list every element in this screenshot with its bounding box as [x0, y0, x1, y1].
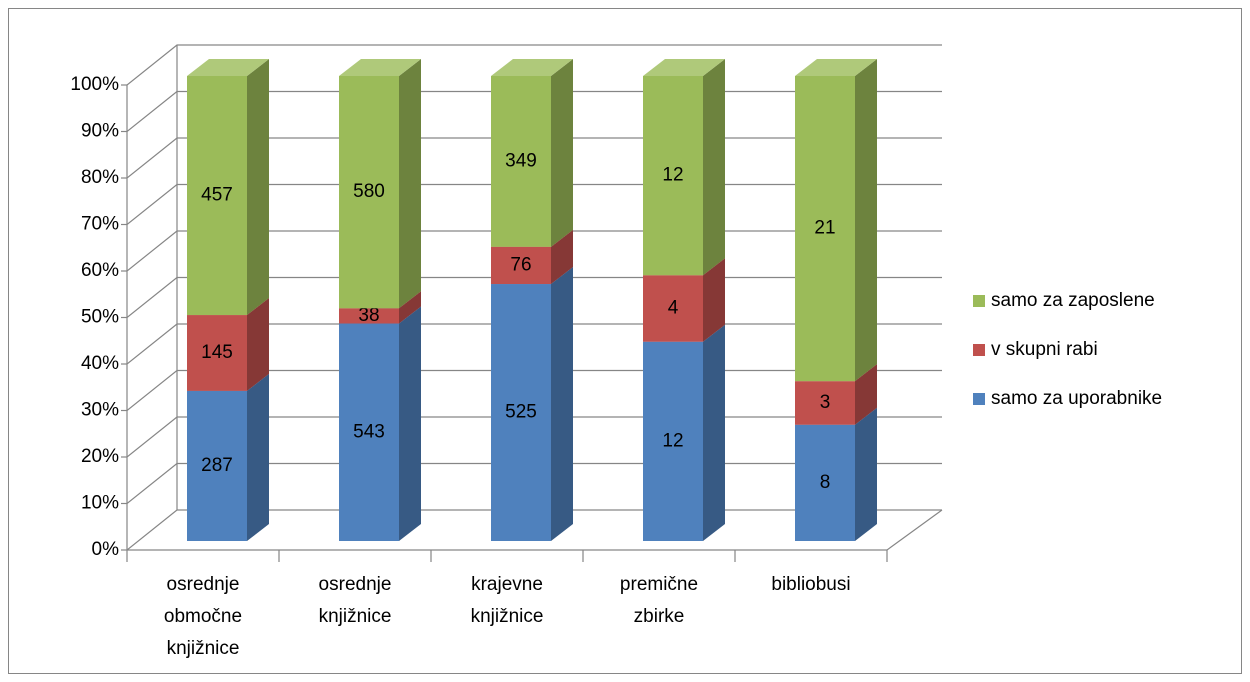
bar-side: [399, 59, 421, 309]
bar-side: [247, 373, 269, 541]
y-tick-label: 40%: [81, 353, 119, 374]
data-label: 349: [505, 150, 537, 171]
x-tick-label-line: osrednje: [319, 574, 392, 595]
y-tick-label: 30%: [81, 400, 119, 421]
bar-side: [551, 267, 573, 541]
y-tick-label: 10%: [81, 493, 119, 514]
bar-side: [855, 407, 877, 541]
bar: [187, 315, 247, 391]
bar-side: [399, 291, 421, 324]
data-label: 457: [201, 185, 233, 206]
data-label: 38: [358, 305, 379, 326]
bar-side: [247, 59, 269, 316]
bar-side: [703, 59, 725, 276]
bar-side: [551, 229, 573, 285]
bar: [339, 323, 399, 541]
bar: [339, 308, 399, 324]
bar-side: [551, 59, 573, 247]
data-label: 525: [505, 402, 537, 423]
x-tick-label: osrednje območne knjižnice: [164, 574, 242, 659]
bar: [795, 381, 855, 425]
data-label: 8: [820, 472, 831, 493]
x-tick-label: bibliobusi: [771, 574, 850, 595]
bar: [187, 76, 247, 316]
bar: [643, 275, 703, 342]
bar-top: [795, 59, 877, 76]
bar: [491, 284, 551, 541]
y-tick-label: 100%: [70, 74, 119, 95]
x-tick-label-line: krajevne: [471, 574, 543, 595]
bar-side: [703, 258, 725, 342]
data-label: 21: [814, 218, 835, 239]
bar: [187, 390, 247, 541]
data-label: 287: [201, 455, 233, 476]
x-tick-label-line: osrednje: [167, 574, 240, 595]
bar-side: [703, 324, 725, 541]
bar: [491, 76, 551, 247]
x-tick-label: premične zbirke: [620, 574, 698, 627]
bar: [339, 76, 399, 309]
y-tick-label: 80%: [81, 167, 119, 188]
data-label: 580: [353, 181, 385, 202]
x-tick-label-line: knjižnice: [471, 606, 544, 627]
y-tick-label: 0%: [92, 539, 120, 560]
legend-swatch: [973, 344, 985, 356]
x-tick-label: krajevne knjižnice: [471, 574, 544, 627]
bar-top: [643, 59, 725, 76]
bar: [795, 76, 855, 382]
bar: [643, 341, 703, 541]
bar: [795, 424, 855, 541]
data-label: 12: [662, 430, 683, 451]
data-label: 12: [662, 165, 683, 186]
x-tick-label-line: premične: [620, 574, 698, 595]
bar: [643, 76, 703, 276]
bar: [491, 246, 551, 285]
legend-swatch: [973, 295, 985, 307]
bar-side: [247, 298, 269, 391]
data-label: 145: [201, 342, 233, 363]
data-label: 3: [820, 392, 831, 413]
bar-top: [339, 59, 421, 76]
x-tick-label-line: knjižnice: [167, 638, 240, 659]
y-tick-label: 90%: [81, 121, 119, 142]
legend-label: v skupni rabi: [991, 339, 1098, 360]
x-tick-label-line: bibliobusi: [771, 574, 850, 595]
bar-side: [855, 59, 877, 382]
bar-side: [399, 306, 421, 541]
x-tick-label: osrednje knjižnice: [319, 574, 392, 627]
data-label: 543: [353, 421, 385, 442]
y-tick-label: 50%: [81, 307, 119, 328]
legend-label: samo za zaposlene: [991, 290, 1155, 311]
data-label: 4: [668, 298, 679, 319]
bar-top: [187, 59, 269, 76]
y-tick-label: 60%: [81, 260, 119, 281]
x-tick-label-line: zbirke: [634, 606, 685, 627]
data-label: 76: [510, 254, 531, 275]
bar-side: [855, 364, 877, 425]
y-tick-label: 20%: [81, 446, 119, 467]
x-tick-label-line: območne: [164, 606, 242, 627]
legend-label: samo za uporabnike: [991, 388, 1162, 409]
y-tick-label: 70%: [81, 214, 119, 235]
legend-swatch: [973, 393, 985, 405]
x-tick-label-line: knjižnice: [319, 606, 392, 627]
bar-top: [491, 59, 573, 76]
